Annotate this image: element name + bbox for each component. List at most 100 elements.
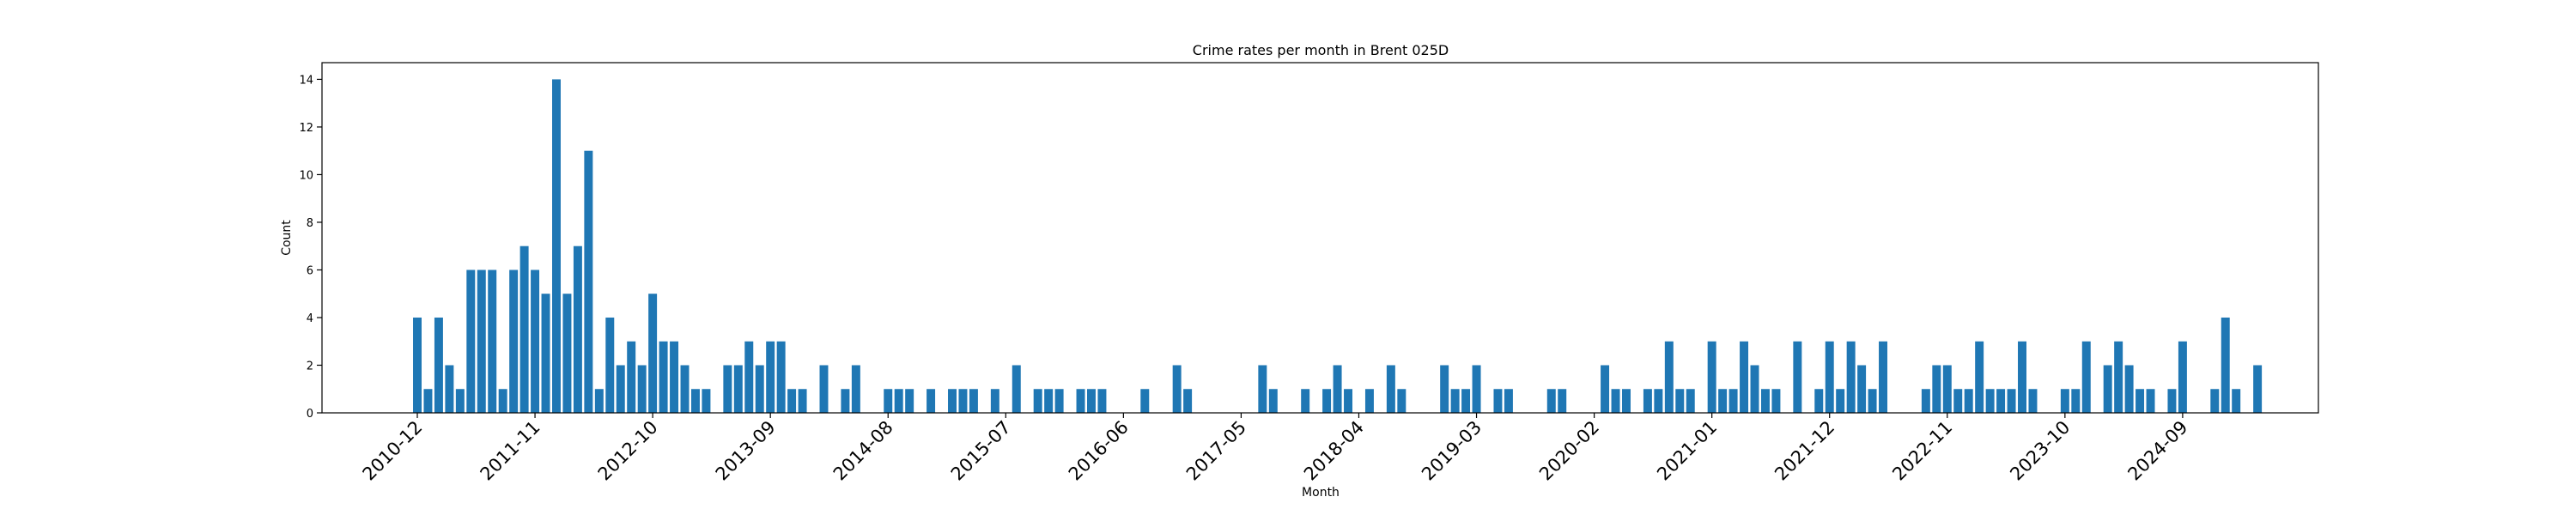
bar-2011-12 bbox=[541, 294, 550, 413]
bar-2015-08 bbox=[1012, 365, 1021, 413]
bar-2012-03 bbox=[573, 245, 582, 413]
bar-2023-07 bbox=[2028, 389, 2038, 413]
bar-2012-05 bbox=[594, 389, 604, 413]
bar-2024-05 bbox=[2136, 389, 2145, 413]
bar-2024-03 bbox=[2114, 341, 2123, 413]
y-tick-label: 6 bbox=[307, 264, 313, 277]
bar-2011-04 bbox=[455, 389, 465, 413]
bar-2018-12 bbox=[1440, 365, 1449, 413]
bar-2023-06 bbox=[2018, 341, 2026, 413]
bar-2018-03 bbox=[1344, 389, 1353, 413]
bar-2022-11 bbox=[1942, 365, 1952, 413]
bar-2018-01 bbox=[1322, 389, 1332, 413]
bar-2023-05 bbox=[2007, 389, 2016, 413]
y-tick-label: 14 bbox=[299, 74, 313, 87]
bar-2019-01 bbox=[1450, 389, 1460, 413]
bar-2020-05 bbox=[1622, 389, 1631, 413]
y-tick-label: 0 bbox=[307, 408, 313, 421]
bar-2011-09 bbox=[509, 270, 519, 413]
bar-2018-07 bbox=[1386, 365, 1395, 413]
bar-2020-03 bbox=[1601, 365, 1610, 413]
bar-2024-04 bbox=[2124, 365, 2134, 413]
y-tick-label: 12 bbox=[299, 122, 313, 135]
bar-2014-12 bbox=[927, 389, 936, 413]
bar-2012-01 bbox=[552, 79, 561, 414]
bar-2020-07 bbox=[1643, 389, 1652, 413]
bar-2016-11 bbox=[1172, 365, 1182, 413]
bar-2017-11 bbox=[1301, 389, 1310, 413]
bar-2021-06 bbox=[1760, 389, 1770, 413]
bar-2019-10 bbox=[1546, 389, 1556, 413]
bar-2013-11 bbox=[787, 389, 797, 413]
bar-2019-02 bbox=[1461, 389, 1471, 413]
bar-2011-07 bbox=[488, 270, 497, 413]
bar-2021-11 bbox=[1814, 389, 1824, 413]
bar-2024-08 bbox=[2167, 389, 2177, 413]
plot-frame bbox=[321, 62, 2319, 414]
y-tick-label: 2 bbox=[307, 360, 313, 373]
bar-2022-10 bbox=[1932, 365, 1941, 413]
bar-2018-02 bbox=[1333, 365, 1342, 413]
y-tick-label: 10 bbox=[299, 169, 313, 182]
bar-2013-05 bbox=[723, 365, 732, 413]
bar-2012-02 bbox=[562, 294, 572, 413]
bar-2021-02 bbox=[1718, 389, 1728, 413]
bar-2016-02 bbox=[1076, 389, 1085, 413]
bar-2023-12 bbox=[2081, 341, 2091, 413]
bar-2021-03 bbox=[1728, 389, 1738, 413]
bar-2019-05 bbox=[1493, 389, 1503, 413]
bar-2014-09 bbox=[894, 389, 903, 413]
bar-2012-09 bbox=[637, 365, 647, 413]
x-axis-label: Month bbox=[1302, 486, 1340, 500]
bar-2022-12 bbox=[1953, 389, 1963, 413]
bar-2016-04 bbox=[1097, 389, 1107, 413]
bar-2022-02 bbox=[1846, 341, 1856, 413]
bar-2018-08 bbox=[1397, 389, 1406, 413]
bar-2011-01 bbox=[423, 389, 433, 413]
bar-2015-10 bbox=[1033, 389, 1042, 413]
y-tick-label: 4 bbox=[307, 312, 313, 325]
bar-2023-03 bbox=[1985, 389, 1995, 413]
bar-2015-12 bbox=[1054, 389, 1064, 413]
bar-2020-04 bbox=[1611, 389, 1620, 413]
bar-2024-09 bbox=[2178, 341, 2187, 413]
bar-2020-10 bbox=[1675, 389, 1685, 413]
bar-2012-10 bbox=[648, 294, 658, 413]
bar-2020-11 bbox=[1686, 389, 1695, 413]
bar-2012-08 bbox=[627, 341, 636, 413]
bar-2023-11 bbox=[2071, 389, 2081, 413]
bar-2012-06 bbox=[605, 317, 615, 413]
bar-2024-02 bbox=[2103, 365, 2112, 413]
bar-2022-09 bbox=[1921, 389, 1930, 413]
bar-2012-12 bbox=[670, 341, 679, 413]
bar-2013-10 bbox=[776, 341, 786, 413]
bar-2011-02 bbox=[434, 317, 443, 413]
bar-2014-10 bbox=[905, 389, 914, 413]
bar-2011-06 bbox=[477, 270, 486, 413]
bar-2021-01 bbox=[1707, 341, 1716, 413]
bar-2013-12 bbox=[798, 389, 807, 413]
bar-2013-07 bbox=[744, 341, 754, 413]
bar-2023-10 bbox=[2060, 389, 2069, 413]
bar-2025-01 bbox=[2221, 317, 2230, 413]
bar-2016-03 bbox=[1087, 389, 1096, 413]
bar-2023-02 bbox=[1975, 341, 1984, 413]
bar-2013-02 bbox=[690, 389, 700, 413]
bar-2020-08 bbox=[1654, 389, 1663, 413]
bar-2013-06 bbox=[733, 365, 743, 413]
bar-2013-08 bbox=[755, 365, 764, 413]
bar-2022-05 bbox=[1879, 341, 1888, 413]
bar-2021-09 bbox=[1793, 341, 1802, 413]
bar-2015-06 bbox=[990, 389, 999, 413]
bar-2012-11 bbox=[659, 341, 668, 413]
bar-2023-01 bbox=[1964, 389, 1973, 413]
bar-2021-04 bbox=[1740, 341, 1749, 413]
bar-2019-11 bbox=[1558, 389, 1567, 413]
y-tick-label: 8 bbox=[307, 217, 313, 230]
bar-2024-06 bbox=[2146, 389, 2155, 413]
bar-2011-05 bbox=[466, 270, 476, 413]
bar-2025-02 bbox=[2232, 389, 2241, 413]
bar-2015-03 bbox=[958, 389, 968, 413]
